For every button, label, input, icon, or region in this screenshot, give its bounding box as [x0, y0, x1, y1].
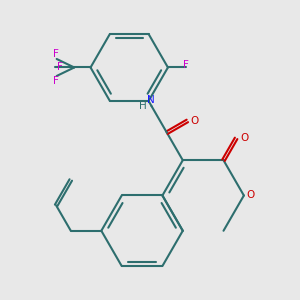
- Text: O: O: [240, 134, 248, 143]
- Text: O: O: [247, 190, 255, 200]
- Text: O: O: [190, 116, 199, 126]
- Text: N: N: [147, 95, 155, 105]
- Text: F: F: [53, 76, 59, 86]
- Text: F: F: [183, 60, 189, 70]
- Text: F: F: [53, 49, 59, 59]
- Text: F: F: [57, 62, 62, 73]
- Text: H: H: [139, 101, 146, 111]
